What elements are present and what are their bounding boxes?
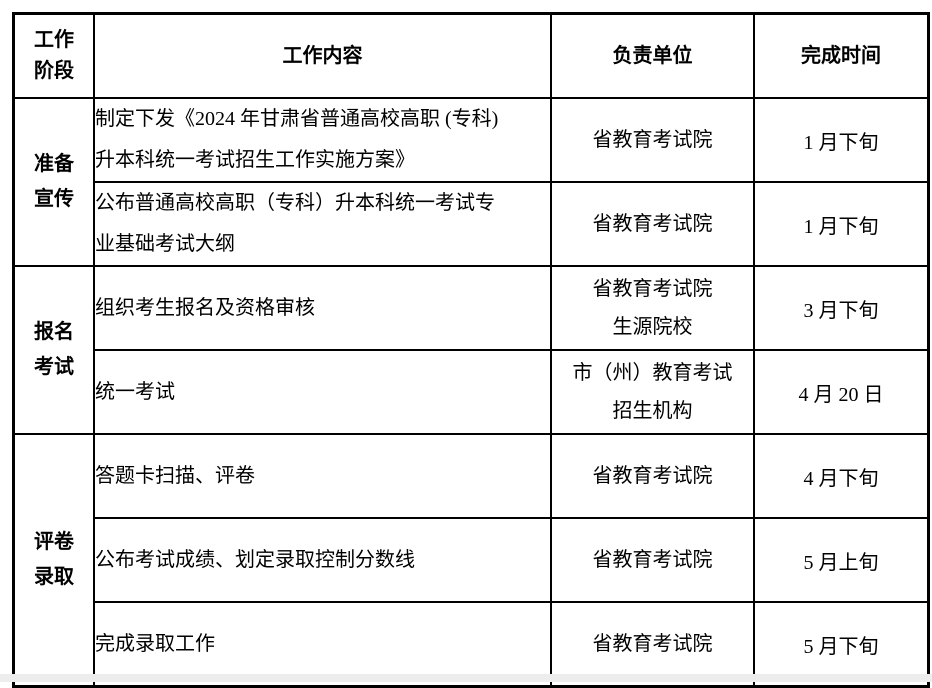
table-row: 完成录取工作 省教育考试院 5 月下旬 bbox=[14, 601, 930, 688]
phase-cell-preparation-publicity: 准备 宣传 bbox=[12, 97, 95, 267]
table-row: 报名 考试 组织考生报名及资格审核 省教育考试院 生源院校 3 月下旬 bbox=[12, 265, 930, 435]
unit-cell: 省教育考试院 bbox=[550, 601, 755, 688]
unit-cell: 省教育考试院 bbox=[550, 181, 755, 267]
unit-cell: 省教育考试院 生源院校 bbox=[550, 265, 755, 351]
content-cell: 制定下发《2024 年甘肃省普通高校高职 (专科) 升本科统一考试招生工作实施方… bbox=[93, 97, 552, 183]
content-cell: 公布考试成绩、划定录取控制分数线 bbox=[93, 517, 552, 603]
table-row: 公布考试成绩、划定录取控制分数线 省教育考试院 5 月上旬 bbox=[14, 517, 930, 603]
phase-cell-grading-admission: 评卷 录取 bbox=[12, 433, 95, 688]
header-work-phase: 工作 阶段 bbox=[12, 12, 95, 99]
header-work-content: 工作内容 bbox=[93, 12, 552, 99]
table-row: 统一考试 市（州）教育考试 招生机构 4 月 20 日 bbox=[14, 349, 930, 435]
unit-cell: 省教育考试院 bbox=[550, 433, 755, 519]
table-row: 准备 宣传 制定下发《2024 年甘肃省普通高校高职 (专科) 升本科统一考试招… bbox=[12, 97, 930, 267]
work-schedule-table: 工作 阶段 工作内容 负责单位 完成时间 准备 宣传 制定下发《2024 年甘肃… bbox=[12, 12, 930, 688]
time-cell: 4 月下旬 bbox=[753, 433, 930, 519]
time-cell: 1 月下旬 bbox=[753, 97, 930, 183]
time-cell: 3 月下旬 bbox=[753, 265, 930, 351]
content-cell: 组织考生报名及资格审核 bbox=[93, 265, 552, 351]
table-row: 公布普通高校高职（专科）升本科统一考试专 业基础考试大纲 省教育考试院 1 月下… bbox=[14, 181, 930, 267]
phase-cell-registration-exam: 报名 考试 bbox=[12, 265, 95, 435]
unit-cell: 市（州）教育考试 招生机构 bbox=[550, 349, 755, 435]
time-cell: 4 月 20 日 bbox=[753, 349, 930, 435]
time-cell: 5 月上旬 bbox=[753, 517, 930, 603]
unit-cell: 省教育考试院 bbox=[550, 97, 755, 183]
table-header-row: 工作 阶段 工作内容 负责单位 完成时间 bbox=[12, 12, 930, 99]
unit-cell: 省教育考试院 bbox=[550, 517, 755, 603]
header-responsible-unit: 负责单位 bbox=[550, 12, 755, 99]
page-edge-strip bbox=[0, 674, 932, 682]
content-cell: 完成录取工作 bbox=[93, 601, 552, 688]
content-cell: 答题卡扫描、评卷 bbox=[93, 433, 552, 519]
time-cell: 1 月下旬 bbox=[753, 181, 930, 267]
content-cell: 统一考试 bbox=[93, 349, 552, 435]
content-cell: 公布普通高校高职（专科）升本科统一考试专 业基础考试大纲 bbox=[93, 181, 552, 267]
table-row: 评卷 录取 答题卡扫描、评卷 省教育考试院 4 月下旬 bbox=[12, 433, 930, 688]
header-completion-time: 完成时间 bbox=[753, 12, 930, 99]
